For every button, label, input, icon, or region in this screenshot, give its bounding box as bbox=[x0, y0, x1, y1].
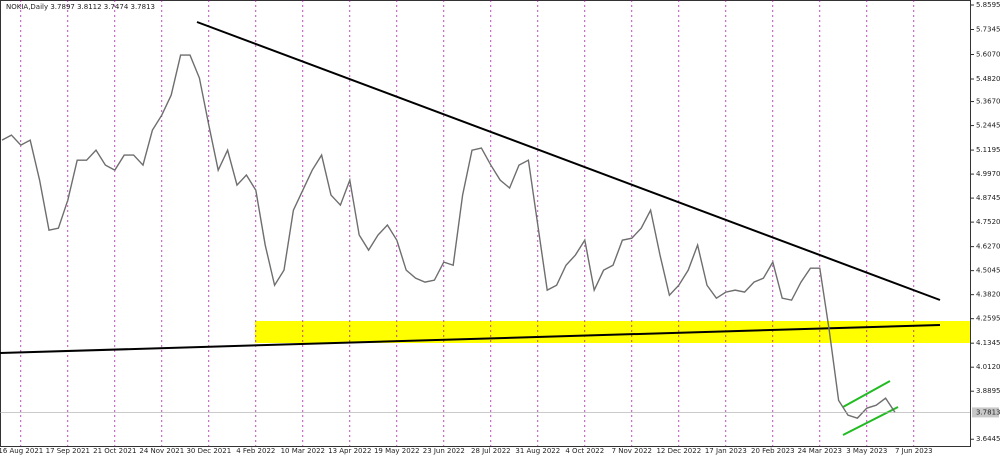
chart-title: NOKIA,Daily 3.7897 3.8112 3.7474 3.7813 bbox=[6, 3, 155, 11]
y-tick-label: 5.4820 bbox=[976, 75, 1000, 83]
y-tick-label: 4.8745 bbox=[976, 194, 1000, 202]
x-tick-label: 4 Oct 2022 bbox=[565, 447, 604, 455]
resistance-trendline bbox=[196, 21, 941, 301]
x-tick-label: 31 Aug 2022 bbox=[515, 447, 560, 455]
y-tick-label: 4.6270 bbox=[976, 243, 1000, 251]
x-tick-label: 17 Jan 2023 bbox=[705, 447, 747, 455]
support-zone bbox=[255, 321, 970, 343]
y-tick-label: 5.2445 bbox=[976, 122, 1000, 130]
x-tick-label: 24 Mar 2023 bbox=[798, 447, 842, 455]
y-tick-label: 5.1195 bbox=[976, 146, 1000, 154]
y-tick-label: 4.5045 bbox=[976, 267, 1000, 275]
x-tick-label: 28 Jul 2022 bbox=[471, 447, 511, 455]
x-tick-label: 4 Feb 2022 bbox=[236, 447, 275, 455]
x-tick-label: 12 Dec 2022 bbox=[656, 447, 701, 455]
y-tick-label: 3.8895 bbox=[976, 387, 1000, 395]
x-tick-label: 21 Oct 2021 bbox=[93, 447, 136, 455]
x-tick-label: 7 Nov 2022 bbox=[612, 447, 652, 455]
y-tick-label: 4.7520 bbox=[976, 218, 1000, 226]
x-tick-label: 19 May 2022 bbox=[374, 447, 420, 455]
y-tick-label: 3.6445 bbox=[976, 435, 1000, 443]
x-tick-label: 3 May 2023 bbox=[846, 447, 887, 455]
x-tick-label: 17 Sep 2021 bbox=[46, 447, 90, 455]
x-tick-label: 30 Dec 2021 bbox=[186, 447, 231, 455]
price-line bbox=[1, 54, 896, 419]
x-tick-label: 16 Aug 2021 bbox=[0, 447, 43, 455]
x-tick-label: 23 Jun 2022 bbox=[423, 447, 465, 455]
plot-frame bbox=[0, 0, 971, 447]
x-tick-label: 7 Jun 2023 bbox=[895, 447, 933, 455]
y-tick-label: 4.9970 bbox=[976, 170, 1000, 178]
x-tick-label: 13 Apr 2022 bbox=[328, 447, 371, 455]
y-tick-label: 4.3820 bbox=[976, 291, 1000, 299]
x-tick-label: 24 Nov 2021 bbox=[139, 447, 184, 455]
y-tick-label: 4.2595 bbox=[976, 315, 1000, 323]
y-tick-label: 5.3670 bbox=[976, 98, 1000, 106]
y-tick-label: 5.7345 bbox=[976, 26, 1000, 34]
y-tick-label: 4.0120 bbox=[976, 363, 1000, 371]
channel-upper bbox=[842, 380, 891, 408]
support-trendline bbox=[0, 324, 941, 354]
x-tick-label: 10 Mar 2022 bbox=[281, 447, 325, 455]
y-tick-label: 5.6070 bbox=[976, 51, 1000, 59]
channel-lower bbox=[842, 406, 899, 436]
last-price-label: 3.7813 bbox=[976, 408, 1000, 416]
x-tick-label: 20 Feb 2023 bbox=[751, 447, 795, 455]
last-price-box bbox=[972, 407, 999, 418]
y-tick-label: 4.1345 bbox=[976, 339, 1000, 347]
y-tick-label: 5.8595 bbox=[976, 1, 1000, 9]
